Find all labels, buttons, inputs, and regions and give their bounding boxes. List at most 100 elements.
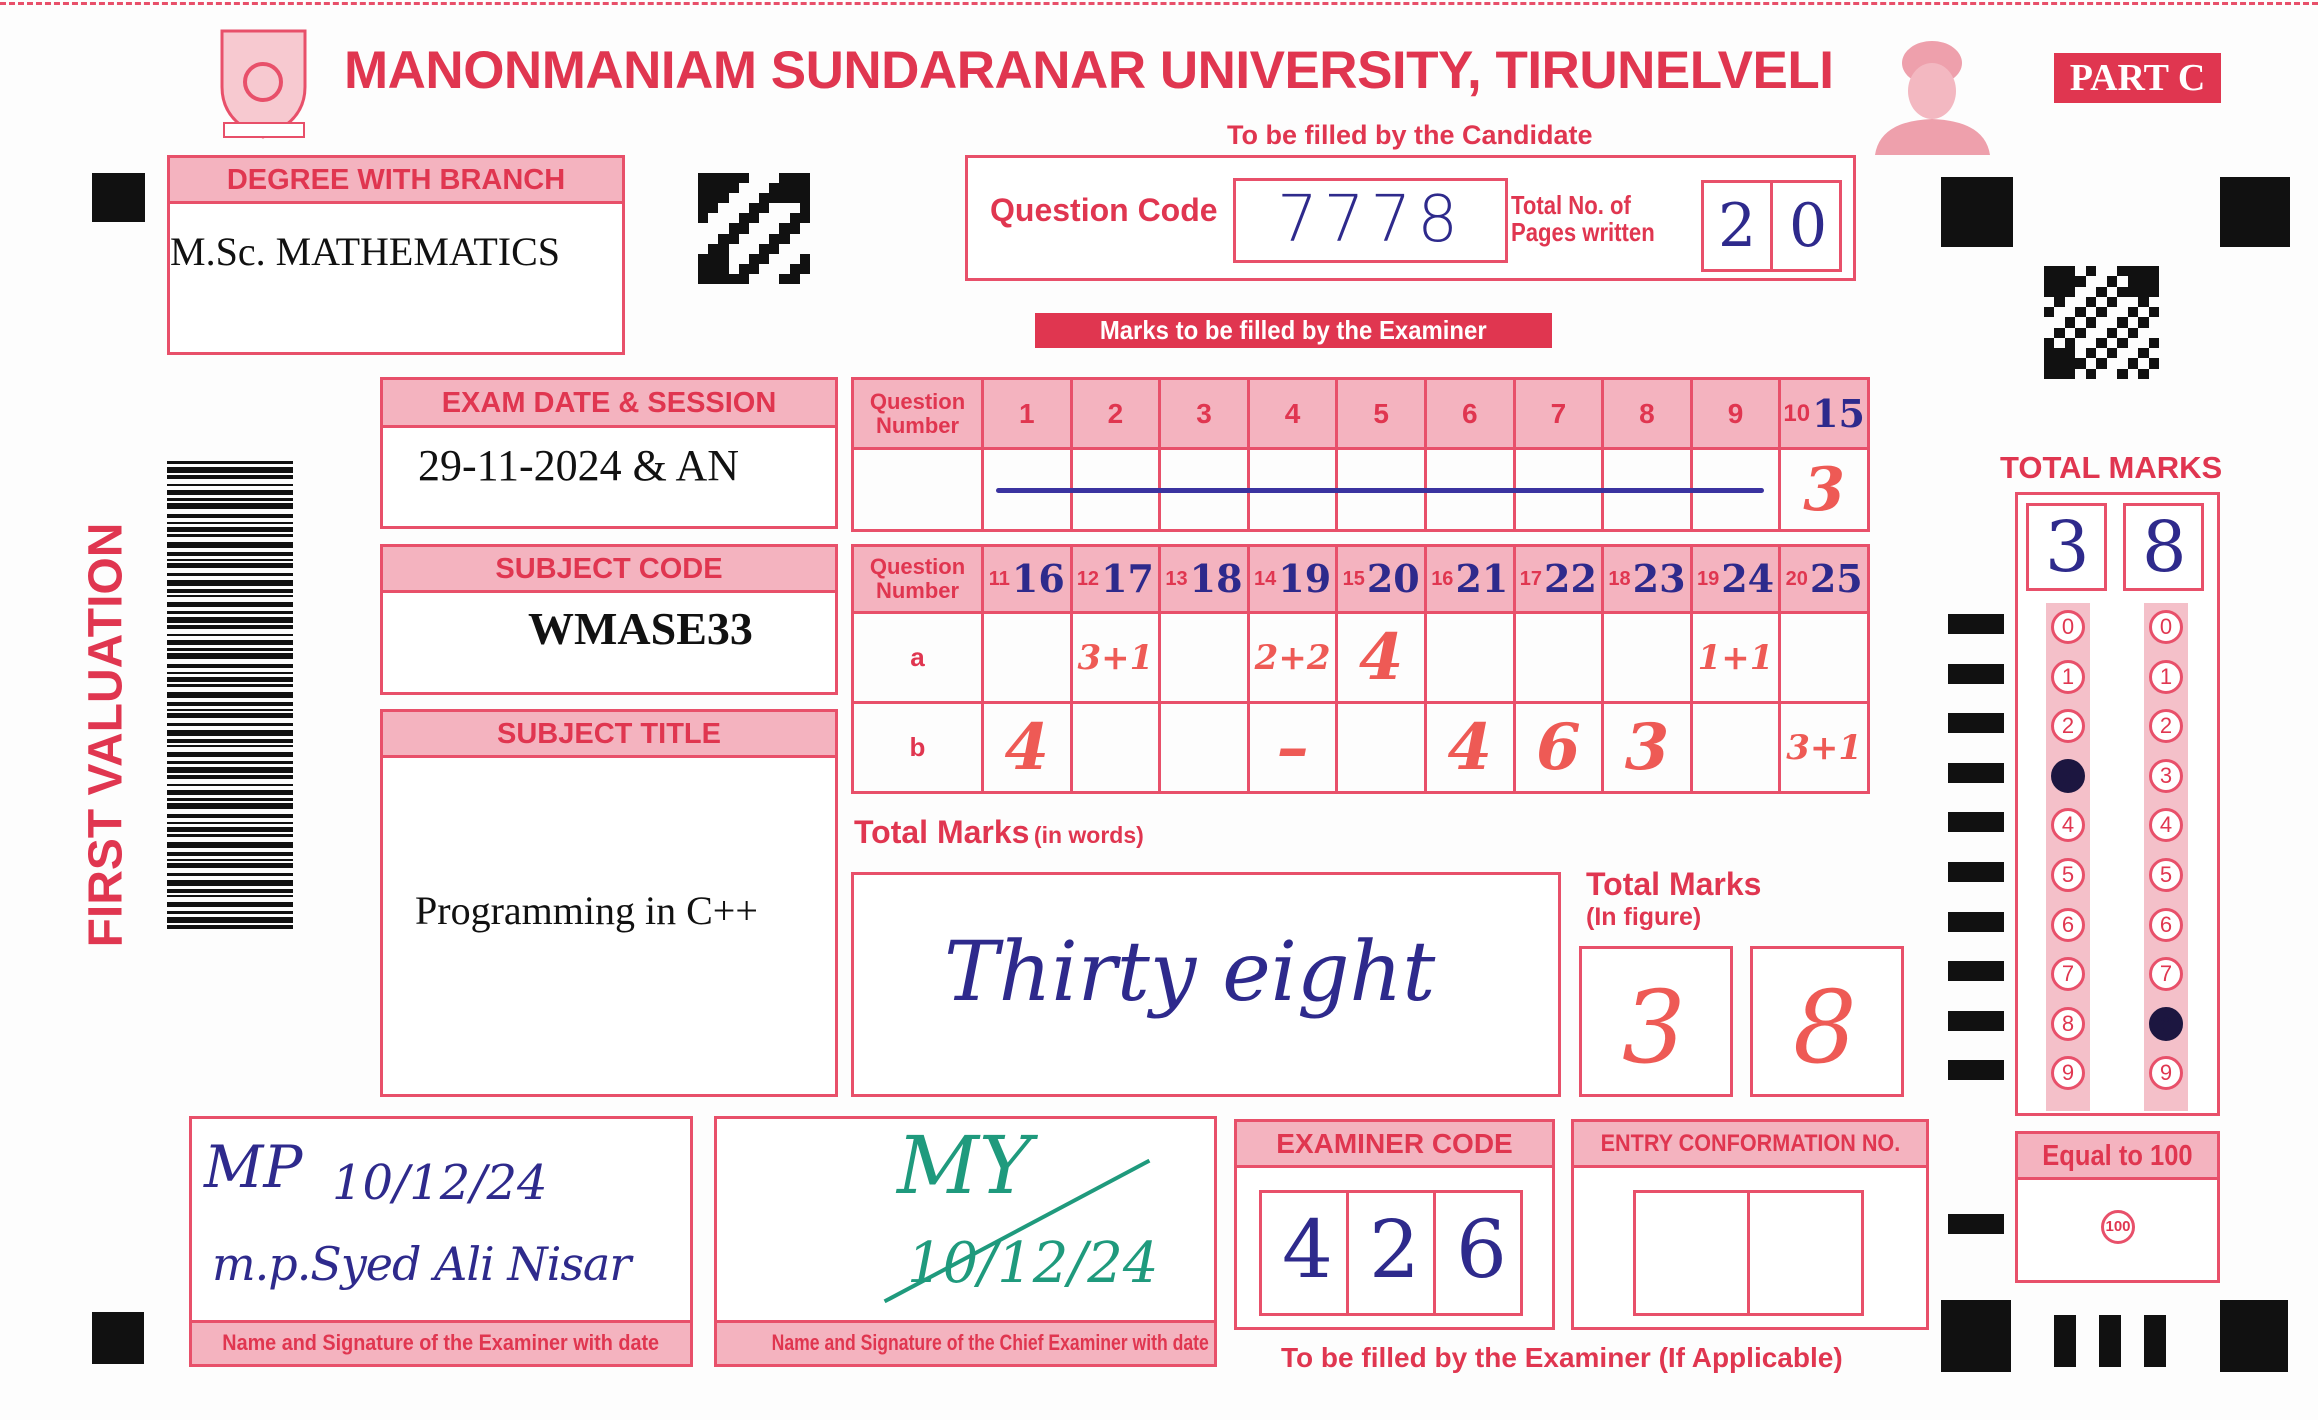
barcode-bar — [167, 822, 293, 824]
entry-conf-digit[interactable] — [1633, 1190, 1750, 1316]
pages-digit-1[interactable]: 2 — [1701, 180, 1773, 272]
qr-module — [708, 183, 719, 194]
barcode-bar — [167, 917, 293, 923]
qr-module — [2086, 276, 2096, 286]
mark-cell[interactable]: 3+1 — [1778, 701, 1870, 794]
question-number: 13 18 — [1158, 544, 1250, 614]
mark-cell[interactable] — [981, 611, 1073, 704]
digit-bubble[interactable]: 5 — [2051, 858, 2085, 892]
mark-cell[interactable] — [1601, 611, 1693, 704]
mark-cell[interactable] — [1778, 611, 1870, 704]
digit-bubble[interactable]: 2 — [2149, 709, 2183, 744]
barcode-bar — [167, 559, 293, 561]
qr-module — [2138, 358, 2148, 368]
question-number: 8 — [1601, 377, 1693, 450]
mark-cell[interactable]: 1+1 — [1689, 611, 1782, 704]
mark-cell[interactable]: 2+2 — [1246, 611, 1339, 704]
digit-bubble[interactable]: 4 — [2149, 808, 2183, 843]
barcode-bar — [167, 911, 293, 914]
digit-bubble[interactable]: 6 — [2051, 907, 2085, 942]
total-marks-digit-1[interactable]: 3 — [2026, 503, 2107, 591]
digit-bubble[interactable]: 5 — [2149, 858, 2183, 892]
digit-bubble[interactable]: 7 — [2051, 957, 2085, 992]
registration-mark — [1941, 177, 2013, 247]
mark-cell[interactable]: – — [1246, 701, 1339, 794]
qr-module — [759, 223, 769, 233]
mark-cell[interactable]: 4 — [1335, 611, 1427, 704]
examiner-code-digit[interactable]: 2 — [1346, 1190, 1436, 1316]
mark-cell[interactable]: 6 — [1512, 701, 1605, 794]
qr-module — [2106, 296, 2118, 308]
digit-bubble[interactable]: 4 — [2051, 808, 2085, 843]
mark-cell[interactable] — [1423, 611, 1516, 704]
digit-bubble[interactable]: 8 — [2149, 1006, 2183, 1041]
pages-digit-2[interactable]: 0 — [1770, 180, 1842, 272]
qr-module — [2117, 328, 2127, 338]
entry-conf-digit[interactable] — [1747, 1190, 1864, 1316]
barcode-bar — [167, 692, 293, 698]
total-figure-digit-2[interactable]: 8 — [1750, 946, 1904, 1097]
digit-bubble[interactable]: 7 — [2149, 957, 2183, 992]
qr-module — [2075, 369, 2085, 379]
digit-bubble[interactable]: 3 — [2051, 758, 2085, 793]
qr-module — [769, 264, 779, 274]
qr-module — [2065, 297, 2075, 307]
qr-module — [2117, 266, 2128, 277]
digit-bubble[interactable]: 2 — [2051, 709, 2085, 744]
mark-cell[interactable]: 3+1 — [1069, 611, 1162, 704]
qr-module — [790, 254, 800, 264]
equal-100-bubble[interactable]: 100 — [2101, 1210, 2135, 1244]
barcode-bar — [167, 595, 293, 597]
digit-bubble[interactable]: 0 — [2149, 610, 2183, 644]
total-marks-digit-2[interactable]: 8 — [2123, 503, 2204, 591]
qr-module — [738, 173, 749, 184]
barcode-bar — [167, 653, 293, 659]
barcode-bar — [167, 834, 293, 837]
qr-module — [2117, 337, 2128, 349]
digit-bubble[interactable]: 9 — [2051, 1056, 2085, 1091]
qr-module — [708, 253, 719, 264]
question-code-field[interactable]: 7778 — [1233, 178, 1508, 263]
total-figure-digit-1[interactable]: 3 — [1579, 946, 1733, 1097]
top-dashed-line — [0, 2, 2318, 5]
total-words-field[interactable]: Thirty eight — [851, 872, 1561, 1097]
digit-bubble[interactable]: 1 — [2051, 659, 2085, 694]
mark-cell[interactable] — [1158, 701, 1250, 794]
barcode-bar — [167, 713, 293, 718]
timing-mark — [1948, 862, 2004, 882]
barcode — [167, 461, 293, 931]
qr-module — [708, 263, 719, 274]
qr-module — [749, 274, 759, 284]
registration-mark — [92, 173, 145, 222]
digit-bubble[interactable]: 3 — [2149, 758, 2183, 793]
mark-cell[interactable]: 4 — [1423, 701, 1516, 794]
mark-cell[interactable] — [1158, 611, 1250, 704]
digit-bubble[interactable]: 0 — [2051, 610, 2085, 644]
barcode-bar — [167, 475, 293, 479]
qr-module — [789, 183, 800, 194]
qr-module — [708, 243, 719, 254]
digit-bubble[interactable]: 9 — [2149, 1056, 2183, 1091]
examiner-code-digit[interactable]: 4 — [1259, 1190, 1349, 1316]
question-number: 11 16 — [981, 544, 1073, 614]
mark-cell[interactable]: 3 — [1601, 701, 1693, 794]
mark-cell[interactable]: 3 — [1778, 447, 1870, 532]
qr-module — [2148, 276, 2159, 287]
total-figure-digit-value: 8 — [1793, 969, 1857, 1086]
examiner-code-digit[interactable]: 6 — [1433, 1190, 1523, 1316]
qr-module — [790, 244, 800, 254]
mark-cell[interactable] — [1335, 701, 1427, 794]
mark-cell[interactable]: 4 — [981, 701, 1073, 794]
qr-module — [779, 203, 789, 213]
question-number-label: 3 — [1196, 397, 1212, 429]
mark-cell[interactable] — [1512, 611, 1605, 704]
mark-cell[interactable] — [1069, 701, 1162, 794]
qr-module — [2075, 307, 2086, 318]
digit-bubble[interactable]: 6 — [2149, 907, 2183, 942]
digit-bubble[interactable]: 8 — [2051, 1006, 2085, 1041]
qr-module — [2149, 369, 2159, 379]
qr-module — [2117, 368, 2128, 379]
qr-module — [708, 173, 719, 184]
digit-bubble[interactable]: 1 — [2149, 659, 2183, 694]
mark-cell[interactable] — [1689, 701, 1782, 794]
